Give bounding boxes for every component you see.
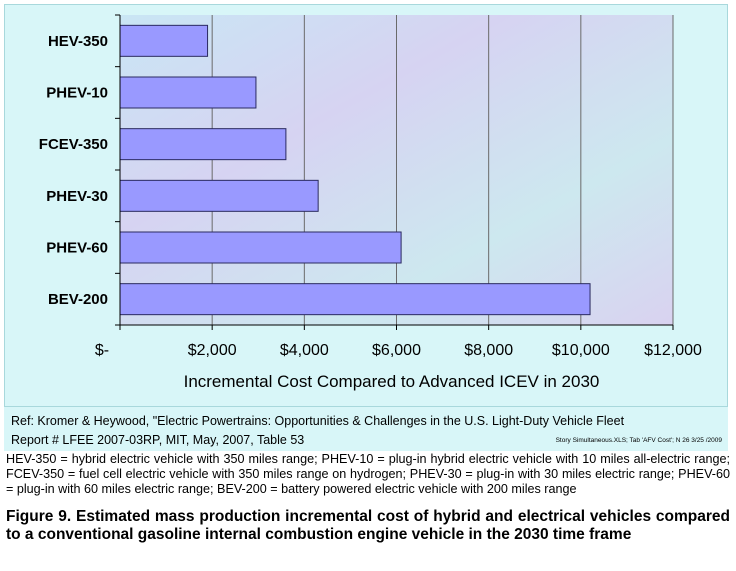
x-tick-label: $12,000 [644, 342, 702, 359]
bar-bev-200 [119, 283, 591, 316]
x-tick-label: $10,000 [552, 342, 610, 359]
bar-hev-350 [119, 24, 209, 57]
x-axis-title: Incremental Cost Compared to Advanced IC… [184, 372, 600, 391]
category-label: FCEV-350 [39, 136, 108, 153]
category-label: PHEV-30 [46, 188, 108, 205]
x-tick-label: $- [95, 342, 109, 359]
category-label: HEV-350 [48, 33, 108, 50]
reference-line-1: Ref: Kromer & Heywood, "Electric Powertr… [11, 414, 625, 428]
x-tick-label: $6,000 [372, 342, 421, 359]
chart-panel: HEV-350 PHEV-10 FCEV-350 PHEV-30 PHEV-60 BEV-… [4, 4, 728, 407]
source-note: Story Simultaneous.XLS; Tab 'AFV Cost'; … [555, 437, 722, 444]
x-tick-label: $2,000 [188, 342, 237, 359]
bar-phev-60 [119, 231, 402, 264]
x-tick-label: $8,000 [464, 342, 513, 359]
bar-phev-30 [119, 179, 319, 212]
bar-phev-10 [119, 76, 257, 109]
category-label: PHEV-60 [46, 240, 108, 257]
reference-line-2: Report # LFEE 2007-03RP, MIT, May, 2007,… [11, 433, 305, 447]
bar-chart: HEV-350 PHEV-10 FCEV-350 PHEV-30 PHEV-60 BEV-… [39, 14, 702, 391]
abbreviation-legend: HEV-350 = hybrid electric vehicle with 3… [6, 452, 730, 496]
category-label: BEV-200 [48, 291, 108, 308]
x-tick-label: $4,000 [280, 342, 329, 359]
reference-panel: Ref: Kromer & Heywood, "Electric Powertr… [4, 407, 728, 451]
category-label: PHEV-10 [46, 85, 108, 102]
bar-fcev-350 [119, 128, 287, 161]
figure-caption: Figure 9. Estimated mass production incr… [6, 508, 730, 543]
